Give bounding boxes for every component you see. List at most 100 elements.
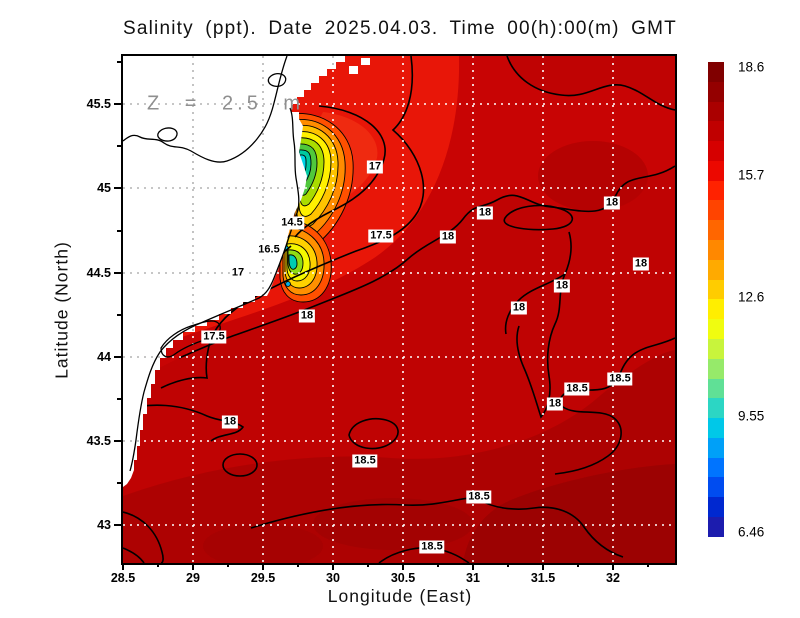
x-axis-tick-label: 29 [186, 571, 200, 585]
y-axis-tick [114, 356, 121, 358]
chart-title: Salinity (ppt). Date 2025.04.03. Time 00… [122, 18, 677, 39]
land-mask [123, 56, 345, 470]
contour-label: 18 [510, 301, 528, 315]
contour-label: 18 [476, 206, 494, 220]
x-axis-minor-tick [297, 563, 299, 567]
y-axis-minor-tick [117, 482, 121, 484]
colorbar-band [708, 477, 724, 498]
contour-label: 17.5 [368, 229, 394, 243]
contour-label: 18.5 [352, 454, 378, 468]
y-axis-minor-tick [117, 229, 121, 232]
depth-annotation: Z = 2.5 m [147, 92, 305, 115]
colorbar-tick-label: 15.7 [738, 167, 765, 183]
colorbar-band [708, 279, 724, 300]
sea-cell [331, 94, 341, 103]
colorbar-band [708, 516, 724, 537]
colorbar-band [708, 62, 724, 82]
y-axis-minor-tick [117, 61, 121, 63]
colorbar-band [708, 81, 724, 102]
y-axis-tick-label: 43.5 [86, 434, 111, 448]
x-axis-tick-label: 29.5 [250, 571, 276, 585]
y-axis-minor-tick [117, 398, 121, 400]
x-axis-tick-label: 28.5 [110, 571, 136, 585]
y-axis-tick [114, 187, 121, 189]
colorbar-band [708, 259, 724, 280]
contour-label: 18 [553, 279, 571, 293]
colorbar-band [708, 358, 724, 379]
y-axis-tick-label: 44.5 [86, 266, 111, 280]
contour-label: 18 [632, 257, 650, 271]
x-axis-tick-label: 31 [466, 571, 480, 585]
colorbar-band [708, 457, 724, 478]
colorbar-band [708, 497, 724, 517]
y-axis-tick [114, 103, 121, 105]
colorbar-band [708, 398, 724, 419]
x-axis-minor-tick [157, 563, 159, 567]
colorbar-band [708, 180, 724, 201]
contour-label: 18.5 [564, 382, 590, 396]
salinity-map-canvas [123, 56, 675, 563]
x-axis-tick [612, 563, 614, 570]
contour-label: 18 [546, 397, 564, 411]
x-axis-tick-label: 30.5 [390, 571, 416, 585]
y-axis-tick [114, 524, 121, 526]
colorbar-band [708, 200, 724, 221]
colorbar-band [708, 418, 724, 438]
x-axis-minor-tick [437, 563, 439, 567]
x-axis-minor-tick [647, 563, 649, 567]
x-axis-minor-tick [507, 563, 509, 567]
colorbar-tick-label: 6.46 [738, 524, 765, 540]
x-axis-minor-tick [577, 563, 579, 567]
y-axis-minor-tick [117, 145, 121, 147]
contour-label: 18 [298, 309, 316, 323]
colorbar: 18.6 15.7 12.6 9.55 6.46 [708, 60, 764, 540]
x-axis-tick [262, 563, 264, 570]
colorbar-band [708, 299, 724, 320]
land-fragment [123, 470, 134, 487]
y-axis-minor-tick [117, 314, 121, 316]
y-axis-tick-label: 43 [97, 518, 111, 532]
colorbar-band [708, 141, 724, 161]
x-axis-tick-label: 30 [326, 571, 340, 585]
x-axis-tick [472, 563, 474, 570]
x-axis-tick-label: 32 [606, 571, 620, 585]
y-axis-tick [114, 272, 121, 274]
map-plot-area: Z = 2.5 m 28.5 29 29.5 30 30.5 31 31.5 32 45.5 45… [87, 54, 677, 585]
colorbar-band [708, 121, 724, 142]
colorbar-band [708, 338, 724, 359]
colorbar-band [708, 101, 724, 122]
x-axis-tick [402, 563, 404, 570]
y-axis-tick-label: 45.5 [86, 97, 111, 111]
island-cell [361, 58, 370, 65]
contour-label: 17 [229, 266, 247, 280]
contour-label: 18 [439, 230, 457, 244]
contour-label: 18.5 [607, 372, 633, 386]
island-cell [349, 66, 358, 74]
contour-label: 14.5 [279, 216, 305, 230]
contour-label: 16.5 [256, 243, 282, 257]
contour-label: 18 [603, 196, 621, 210]
x-axis-minor-tick [367, 563, 369, 567]
colorbar-band [708, 240, 724, 260]
contour-label: 17 [366, 160, 384, 174]
contour-label: 18.5 [466, 490, 492, 504]
x-axis-tick [122, 563, 124, 570]
colorbar-band [708, 220, 724, 241]
x-axis-tick [332, 563, 334, 570]
contour-label: 18.5 [419, 540, 445, 554]
x-axis-title: Longitude (East) [327, 586, 473, 606]
contour-label: 18 [221, 415, 239, 429]
colorbar-band [708, 319, 724, 339]
colorbar-tick-label: 18.6 [738, 59, 765, 75]
x-axis-tick [192, 563, 194, 570]
coastline-contours [123, 56, 300, 472]
colorbar-band [708, 437, 724, 458]
y-axis-tick-label: 44 [97, 350, 111, 364]
x-axis-tick-label: 31.5 [530, 571, 556, 585]
y-axis-tick-label: 45 [97, 181, 111, 195]
colorbar-tick-label: 12.6 [738, 289, 765, 305]
sea-shading [123, 56, 675, 563]
x-axis-tick [542, 563, 544, 570]
y-axis-title: Latitude (North) [51, 241, 72, 379]
